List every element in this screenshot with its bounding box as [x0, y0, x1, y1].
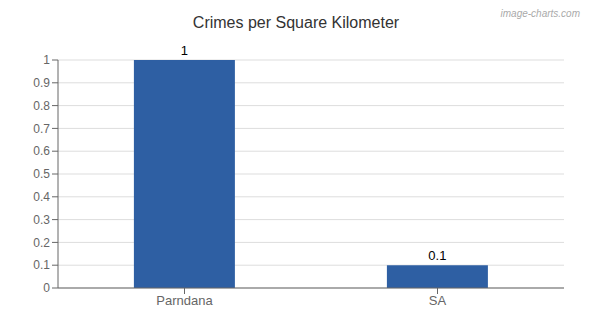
svg-text:0: 0 — [43, 281, 50, 295]
svg-text:0.8: 0.8 — [33, 99, 50, 113]
svg-text:SA: SA — [429, 293, 447, 308]
svg-text:1: 1 — [43, 53, 50, 67]
svg-text:0.4: 0.4 — [33, 190, 50, 204]
html-text:Crimes per Square Kilometer: Crimes per Square Kilometer — [192, 14, 400, 31]
svg-text:0.7: 0.7 — [33, 122, 50, 136]
svg-text:0.3: 0.3 — [33, 213, 50, 227]
html-text:image-charts.com: image-charts.com — [500, 8, 580, 19]
svg-text:0.1: 0.1 — [33, 258, 50, 272]
svg-text:0.9: 0.9 — [33, 76, 50, 90]
svg-text:0.6: 0.6 — [33, 144, 50, 158]
svg-text:0.1: 0.1 — [428, 248, 446, 263]
svg-text:0.2: 0.2 — [33, 236, 50, 250]
svg-text:0.5: 0.5 — [33, 167, 50, 181]
svg-text:Parndana: Parndana — [156, 293, 213, 308]
svg-text:1: 1 — [181, 43, 188, 58]
